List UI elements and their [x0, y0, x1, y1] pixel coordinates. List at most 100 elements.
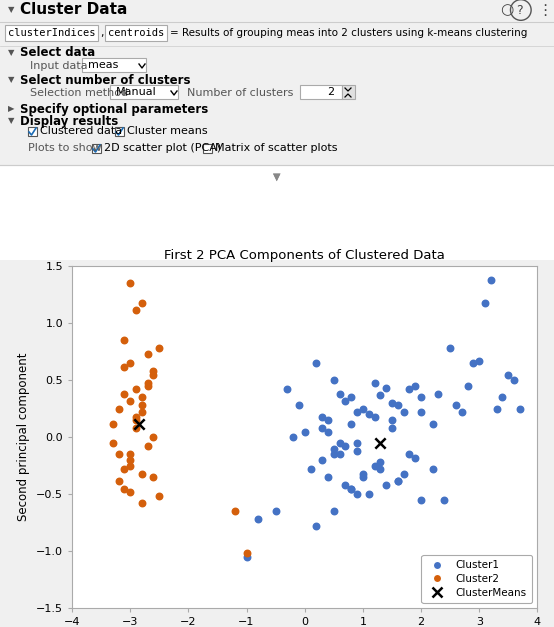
Point — [149, 472, 158, 482]
Point — [137, 393, 146, 403]
Point — [428, 419, 437, 429]
Point — [149, 366, 158, 376]
Point — [137, 298, 146, 308]
Point — [120, 483, 129, 493]
Text: ▼: ▼ — [8, 48, 14, 58]
Point — [335, 438, 344, 448]
Bar — [203, 144, 212, 153]
Text: ○: ○ — [500, 3, 513, 18]
Text: Matrix of scatter plots: Matrix of scatter plots — [215, 143, 337, 153]
Point — [126, 358, 135, 368]
Text: ⋮: ⋮ — [537, 3, 552, 18]
Point — [135, 419, 143, 429]
Point — [126, 278, 135, 288]
Point — [137, 407, 146, 417]
Point — [417, 393, 425, 403]
Point — [510, 375, 519, 385]
Point — [458, 407, 466, 417]
Text: Display results: Display results — [20, 115, 118, 127]
Point — [137, 400, 146, 410]
Point — [300, 426, 309, 436]
Point — [411, 453, 420, 463]
Text: 2: 2 — [327, 87, 334, 97]
Point — [347, 393, 356, 403]
Text: ▶: ▶ — [8, 105, 14, 113]
Bar — [342, 85, 355, 99]
Text: Clustered data: Clustered data — [40, 127, 122, 137]
Bar — [110, 85, 178, 99]
Point — [376, 464, 385, 474]
Point — [324, 472, 332, 482]
Point — [399, 407, 408, 417]
Point — [370, 461, 379, 471]
Point — [289, 432, 297, 442]
Point — [393, 400, 402, 410]
Point — [481, 298, 490, 308]
Point — [335, 389, 344, 399]
Text: = Results of grouping meas into 2 clusters using k-means clustering: = Results of grouping meas into 2 cluste… — [170, 28, 527, 38]
Point — [445, 344, 454, 354]
Point — [143, 381, 152, 391]
Point — [405, 384, 414, 394]
Point — [353, 446, 362, 456]
Point — [143, 441, 152, 451]
Point — [498, 393, 507, 403]
Point — [312, 358, 321, 368]
Point — [126, 450, 135, 460]
Point — [329, 506, 338, 516]
Point — [329, 375, 338, 385]
Point — [114, 450, 123, 460]
Point — [329, 450, 338, 460]
Point — [120, 362, 129, 372]
Point — [358, 469, 367, 479]
Legend: Cluster1, Cluster2, ClusterMeans: Cluster1, Cluster2, ClusterMeans — [422, 556, 532, 603]
Point — [365, 409, 373, 419]
Point — [283, 384, 291, 394]
Point — [382, 480, 391, 490]
Bar — [115, 127, 124, 136]
Point — [358, 472, 367, 482]
Point — [434, 389, 443, 399]
Point — [126, 487, 135, 497]
Point — [131, 415, 140, 425]
Point — [365, 489, 373, 499]
Point — [329, 444, 338, 454]
Point — [463, 381, 472, 391]
Point — [353, 438, 362, 448]
Point — [358, 404, 367, 414]
Point — [422, 575, 431, 585]
Point — [109, 438, 117, 448]
Point — [341, 441, 350, 451]
Point — [114, 475, 123, 485]
Point — [376, 457, 385, 467]
Point — [393, 475, 402, 485]
Text: ▼: ▼ — [8, 6, 14, 14]
Text: Manual: Manual — [116, 87, 157, 97]
Bar — [0, 165, 554, 260]
Bar — [82, 58, 146, 72]
Point — [120, 464, 129, 474]
Point — [318, 423, 327, 433]
Text: Cluster Data: Cluster Data — [20, 3, 127, 18]
Text: clusterIndices: clusterIndices — [8, 28, 95, 38]
Point — [417, 407, 425, 417]
Point — [353, 407, 362, 417]
Point — [393, 475, 402, 485]
Point — [515, 404, 524, 414]
Text: Plots to show: Plots to show — [28, 143, 101, 153]
Point — [417, 495, 425, 505]
Text: centroids: centroids — [108, 28, 164, 38]
Point — [120, 389, 129, 399]
Text: ▼: ▼ — [273, 172, 281, 182]
Point — [347, 483, 356, 493]
Point — [318, 455, 327, 465]
Point — [143, 377, 152, 387]
Text: ▼: ▼ — [8, 117, 14, 125]
Point — [428, 464, 437, 474]
Point — [295, 400, 304, 410]
Point — [388, 423, 397, 433]
Point — [376, 390, 385, 400]
Text: Select data: Select data — [20, 46, 95, 60]
Bar — [28, 127, 37, 136]
Point — [324, 415, 332, 425]
